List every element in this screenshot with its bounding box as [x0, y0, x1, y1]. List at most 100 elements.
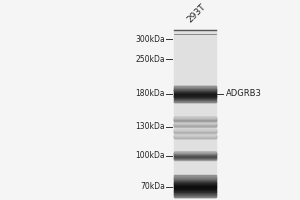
Text: 300kDa: 300kDa	[135, 35, 165, 44]
Bar	[174, 96, 216, 97]
Bar	[174, 90, 216, 91]
Bar	[174, 188, 216, 189]
Bar	[174, 117, 216, 118]
Bar	[174, 136, 216, 137]
Bar	[174, 191, 216, 192]
Bar	[174, 187, 216, 188]
Bar	[174, 124, 216, 125]
Bar	[174, 130, 216, 131]
Bar	[174, 178, 216, 179]
Bar	[174, 125, 216, 126]
Bar	[174, 89, 216, 90]
Bar	[174, 92, 216, 93]
Bar	[174, 90, 216, 91]
Bar	[174, 95, 216, 96]
Bar	[174, 119, 216, 120]
Bar	[174, 120, 216, 121]
Bar	[174, 99, 216, 100]
Bar	[174, 130, 216, 131]
Bar	[174, 135, 216, 136]
Bar	[174, 132, 216, 133]
Text: 70kDa: 70kDa	[140, 182, 165, 191]
Bar	[174, 185, 216, 186]
Bar	[174, 125, 216, 126]
Bar	[174, 153, 216, 154]
Bar	[174, 95, 216, 96]
Bar	[174, 153, 216, 154]
Bar	[174, 177, 216, 178]
Bar	[174, 191, 216, 192]
Text: ADGRB3: ADGRB3	[226, 89, 262, 98]
Bar	[174, 129, 216, 130]
Bar	[174, 125, 216, 126]
Text: 293T: 293T	[185, 2, 207, 24]
Bar	[174, 120, 216, 121]
Bar	[174, 100, 216, 101]
Bar	[174, 193, 216, 194]
Bar	[174, 135, 216, 136]
Bar	[174, 132, 216, 133]
Bar	[174, 87, 216, 88]
Bar	[174, 131, 216, 132]
Bar	[174, 129, 216, 130]
Bar	[174, 176, 216, 177]
Bar	[174, 117, 216, 118]
Bar	[174, 98, 216, 99]
Bar	[174, 30, 216, 196]
Bar	[174, 184, 216, 185]
Bar	[174, 119, 216, 120]
Bar	[174, 186, 216, 187]
Bar	[174, 155, 216, 156]
Bar	[174, 118, 216, 119]
Bar	[174, 183, 216, 184]
Bar	[174, 158, 216, 159]
Bar	[174, 196, 216, 197]
Bar	[174, 136, 216, 137]
Bar	[174, 192, 216, 193]
Bar	[174, 93, 216, 94]
Bar	[174, 186, 216, 187]
Text: 180kDa: 180kDa	[135, 89, 165, 98]
Bar	[174, 88, 216, 89]
Bar	[174, 154, 216, 155]
Bar	[174, 194, 216, 195]
Bar	[174, 159, 216, 160]
Bar	[174, 137, 216, 138]
Bar	[174, 135, 216, 136]
Bar	[174, 180, 216, 181]
Bar	[174, 101, 216, 102]
Bar	[174, 194, 216, 195]
Bar	[174, 195, 216, 196]
Bar	[174, 126, 216, 127]
Bar	[174, 123, 216, 124]
Bar	[174, 97, 216, 98]
Bar	[174, 94, 216, 95]
Bar	[174, 101, 216, 102]
Bar	[174, 190, 216, 191]
Bar	[174, 86, 216, 87]
Text: 130kDa: 130kDa	[135, 122, 165, 131]
Bar	[174, 158, 216, 159]
Bar	[174, 91, 216, 92]
Bar	[174, 183, 216, 184]
Bar	[174, 181, 216, 182]
Bar	[174, 137, 216, 138]
Bar	[174, 123, 216, 124]
Bar	[174, 124, 216, 125]
Bar	[174, 89, 216, 90]
Bar	[174, 154, 216, 155]
Bar	[174, 136, 216, 137]
Bar	[174, 120, 216, 121]
Bar	[174, 157, 216, 158]
Bar	[174, 121, 216, 122]
Bar	[174, 156, 216, 157]
Text: 100kDa: 100kDa	[135, 151, 165, 160]
Bar	[174, 130, 216, 131]
Bar	[174, 131, 216, 132]
Text: 250kDa: 250kDa	[135, 55, 165, 64]
Bar	[174, 152, 216, 153]
Bar	[174, 179, 216, 180]
Bar	[174, 182, 216, 183]
Bar	[174, 118, 216, 119]
Bar	[174, 189, 216, 190]
